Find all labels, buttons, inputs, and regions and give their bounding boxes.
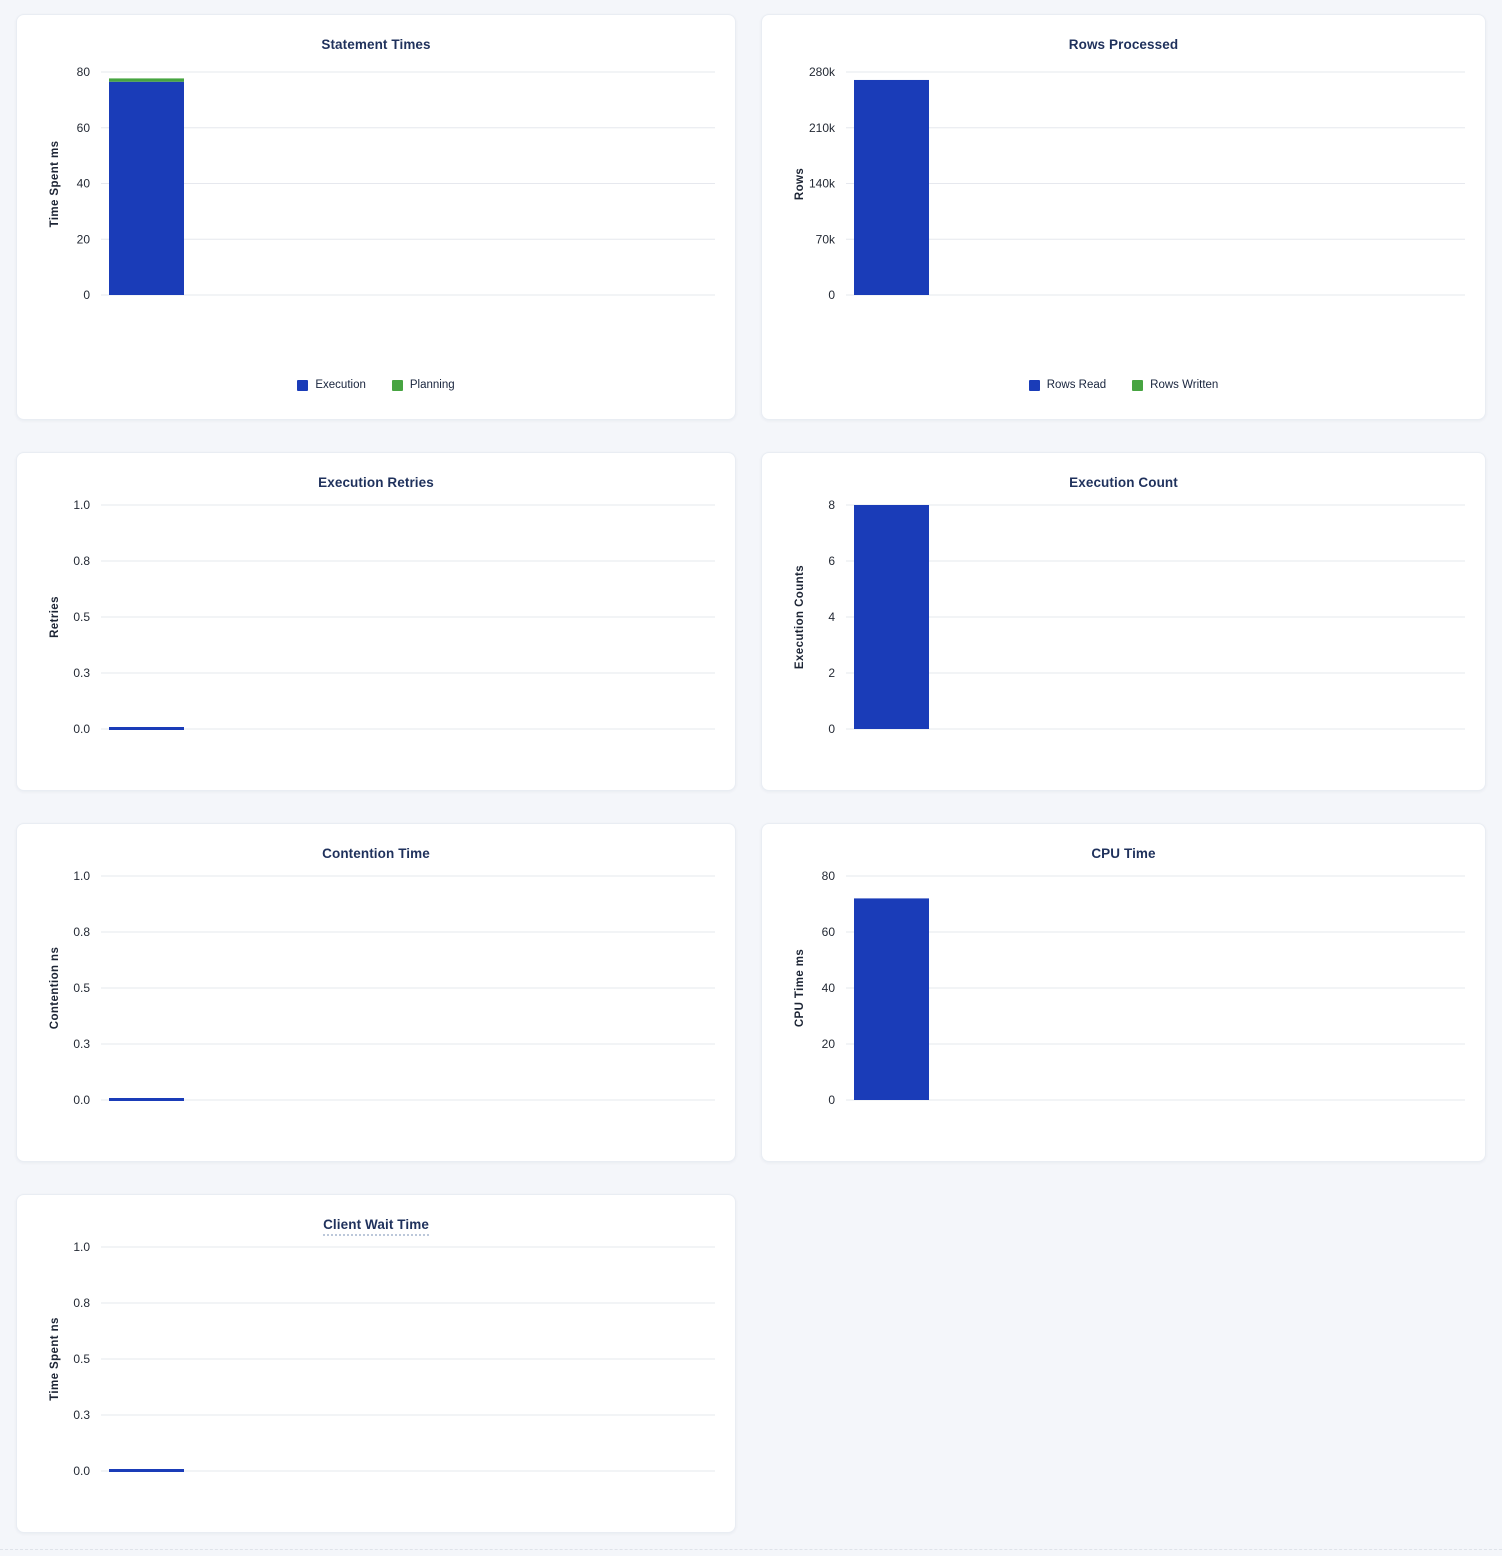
legend-item-planning: Planning [391, 379, 455, 391]
chart-title-text: Contention Time [322, 846, 430, 861]
svg-text:280k: 280k [809, 65, 836, 79]
execution-retries-bar-plot: 1.0 0.8 0.5 0.3 0.0 [73, 498, 715, 736]
chart-title-cpu-time: CPU Time [762, 824, 1485, 861]
legend-label: Rows Written [1150, 379, 1219, 391]
legend-label: Planning [409, 379, 455, 391]
svg-text:0.0: 0.0 [73, 1093, 90, 1107]
y-axis-label: Time Spent ns [49, 1317, 61, 1401]
chart-legend: Execution Planning [17, 379, 735, 391]
charts-grid: Statement Times Time Spent ms 80 60 40 20 0 … [16, 14, 1486, 1533]
svg-text:0: 0 [828, 288, 835, 302]
y-axis-label: Contention ns [49, 946, 61, 1030]
chart-title-text: Execution Retries [318, 475, 434, 490]
legend-label: Execution [315, 379, 366, 391]
svg-text:0.3: 0.3 [73, 666, 90, 680]
execution-count-bar-plot: 8 6 4 2 0 [828, 498, 1465, 736]
svg-text:0: 0 [828, 1093, 835, 1107]
chart-title-text: CPU Time [1091, 846, 1156, 861]
y-axis-label: Time Spent ms [49, 140, 61, 227]
svg-text:0.3: 0.3 [73, 1408, 90, 1422]
svg-text:0.3: 0.3 [73, 1037, 90, 1051]
svg-text:0.0: 0.0 [73, 722, 90, 736]
svg-text:60: 60 [822, 925, 836, 939]
legend-item-rows-read: Rows Read [1028, 379, 1107, 391]
chart-title-text: Rows Processed [1068, 37, 1179, 52]
chart-card-cpu-time: CPU Time CPU Time ms 80 60 40 20 0 [761, 823, 1486, 1162]
chart-title-text: Execution Count [1069, 475, 1178, 490]
y-axis-label: Rows [794, 167, 806, 200]
y-axis-label: CPU Time ms [794, 948, 806, 1028]
svg-text:20: 20 [77, 232, 91, 246]
cpu-time-bar-plot: 80 60 40 20 0 [822, 869, 1465, 1107]
svg-text:40: 40 [822, 981, 836, 995]
y-axis-label: Execution Counts [794, 564, 806, 670]
chart-card-contention-time: Contention Time Contention ns 1.0 0.8 0.5 0… [16, 823, 736, 1162]
chart-title-tooltip-trigger[interactable]: Client Wait Time [323, 1217, 429, 1236]
legend-swatch-execution [297, 379, 309, 391]
y-axis-label: Retries [49, 596, 61, 638]
svg-text:1.0: 1.0 [73, 1240, 90, 1254]
legend-label: Rows Read [1046, 379, 1107, 391]
svg-text:0.5: 0.5 [73, 981, 90, 995]
svg-text:210k: 210k [809, 121, 836, 135]
svg-text:80: 80 [822, 869, 836, 883]
chart-card-client-wait-time: Client Wait Time Time Spent ns 1.0 0.8 0.5… [16, 1194, 736, 1533]
svg-text:1.0: 1.0 [73, 498, 90, 512]
svg-text:0.8: 0.8 [73, 1296, 90, 1310]
svg-text:20: 20 [822, 1037, 836, 1051]
page-bottom-divider [0, 1549, 1502, 1550]
svg-text:0.5: 0.5 [73, 1352, 90, 1366]
chart-title-text: Statement Times [321, 37, 431, 52]
svg-text:0.5: 0.5 [73, 610, 90, 624]
svg-text:0: 0 [828, 722, 835, 736]
rows-processed-bar-plot: 280k 210k 140k 70k 0 [809, 65, 1465, 302]
svg-text:8: 8 [828, 498, 835, 512]
svg-text:0.8: 0.8 [73, 925, 90, 939]
chart-legend: Rows Read Rows Written [762, 379, 1485, 391]
legend-swatch-planning [391, 379, 403, 391]
chart-card-execution-count: Execution Count Execution Counts 8 6 4 2 0 [761, 452, 1486, 791]
chart-title-execution-count: Execution Count [762, 453, 1485, 490]
svg-text:80: 80 [77, 65, 91, 79]
svg-text:70k: 70k [816, 232, 836, 246]
chart-title-contention-time: Contention Time [17, 824, 735, 861]
svg-text:4: 4 [828, 610, 835, 624]
client-wait-time-bar-plot: 1.0 0.8 0.5 0.3 0.0 [73, 1240, 715, 1478]
contention-time-bar-plot: 1.0 0.8 0.5 0.3 0.0 [73, 869, 715, 1107]
chart-title-statement-times: Statement Times [17, 15, 735, 52]
svg-text:140k: 140k [809, 177, 836, 191]
svg-text:40: 40 [77, 177, 91, 191]
svg-text:0.0: 0.0 [73, 1464, 90, 1478]
legend-item-execution: Execution [297, 379, 366, 391]
chart-card-rows-processed: Rows Processed Rows 280k 210k 140k 70k 0 Row… [761, 14, 1486, 420]
chart-title-execution-retries: Execution Retries [17, 453, 735, 490]
chart-card-statement-times: Statement Times Time Spent ms 80 60 40 20 0 … [16, 14, 736, 420]
chart-title-client-wait-time: Client Wait Time [17, 1195, 735, 1236]
legend-swatch-rows-written [1132, 379, 1144, 391]
svg-text:0.8: 0.8 [73, 554, 90, 568]
svg-text:2: 2 [828, 666, 835, 680]
svg-text:6: 6 [828, 554, 835, 568]
chart-card-execution-retries: Execution Retries Retries 1.0 0.8 0.5 0.3 0.… [16, 452, 736, 791]
statement-times-bar-plot: 80 60 40 20 0 [77, 65, 715, 302]
svg-text:0: 0 [83, 288, 90, 302]
legend-item-rows-written: Rows Written [1132, 379, 1218, 391]
legend-swatch-rows-read [1028, 379, 1040, 391]
svg-text:60: 60 [77, 121, 91, 135]
svg-text:1.0: 1.0 [73, 869, 90, 883]
chart-title-rows-processed: Rows Processed [762, 15, 1485, 52]
